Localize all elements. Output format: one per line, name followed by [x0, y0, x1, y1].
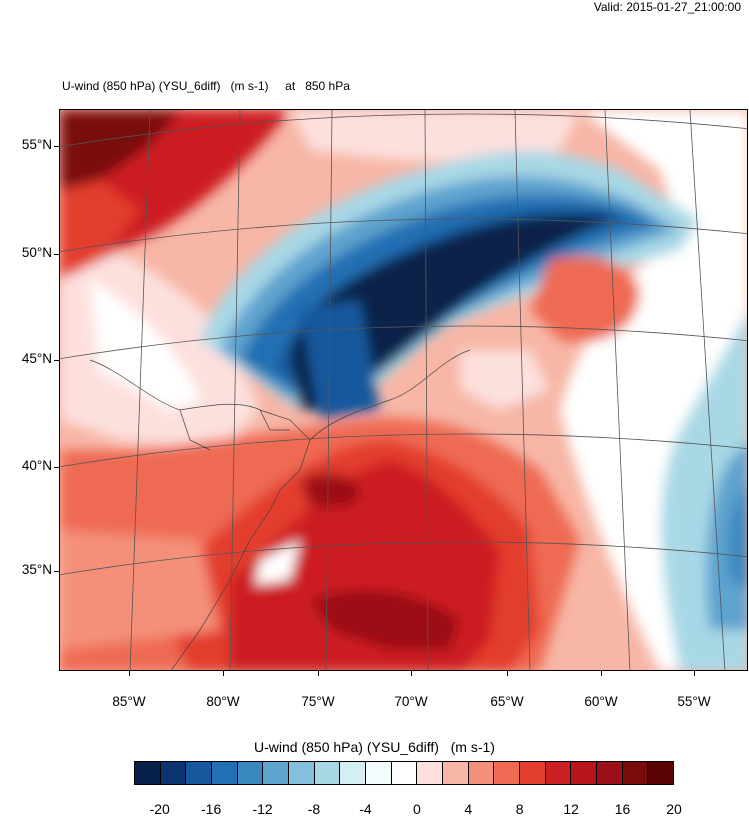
- lat-label-35: 35°N: [21, 562, 52, 577]
- colorbar-swatch: [571, 762, 598, 784]
- plot-title: U-wind (850 hPa) (YSU_6diff) (m s-1) at …: [62, 79, 350, 93]
- lon-tick: [318, 671, 319, 676]
- colorbar-swatch: [443, 762, 469, 784]
- lat-label-45: 45°N: [21, 351, 52, 366]
- colorbar-swatch: [366, 762, 392, 784]
- colorbar-label: 8: [515, 801, 524, 817]
- colorbar-label: -8: [307, 801, 321, 817]
- colorbar-swatch: [468, 762, 495, 784]
- colorbar-swatch: [597, 762, 623, 784]
- lat-tick: [54, 254, 59, 255]
- colorbar-swatch: [135, 762, 161, 784]
- colorbar-label: -12: [252, 801, 273, 817]
- valid-time: Valid: 2015-01-27_21:00:00: [593, 0, 741, 14]
- lat-label-55: 55°N: [21, 137, 52, 152]
- colorbar-swatch: [545, 762, 572, 784]
- lon-label-60: 60°W: [584, 694, 618, 709]
- colorbar-swatch: [494, 762, 521, 784]
- lon-tick: [694, 671, 695, 676]
- lon-label-65: 65°W: [490, 694, 524, 709]
- lon-tick: [129, 671, 130, 676]
- colorbar-swatch: [648, 762, 674, 784]
- colorbar-label: 12: [563, 801, 579, 817]
- colorbar-swatch: [520, 762, 546, 784]
- colorbar-label: 0: [412, 801, 421, 817]
- graticule: [60, 110, 747, 670]
- lat-label-50: 50°N: [21, 245, 52, 260]
- colorbar-title: U-wind (850 hPa) (YSU_6diff) (m s-1): [254, 739, 495, 755]
- colorbar-swatch: [289, 762, 315, 784]
- lat-tick: [54, 360, 59, 361]
- lat-tick: [54, 571, 59, 572]
- lon-label-80: 80°W: [206, 694, 240, 709]
- colorbar-swatch: [237, 762, 264, 784]
- lon-tick: [601, 671, 602, 676]
- colorbar-label: 16: [614, 801, 631, 817]
- lon-tick: [223, 671, 224, 676]
- lat-label-40: 40°N: [21, 458, 52, 473]
- wind-field-map: [60, 110, 747, 670]
- lat-tick: [54, 467, 59, 468]
- colorbar-label: -20: [149, 801, 170, 817]
- lon-label-55: 55°W: [677, 694, 711, 709]
- colorbar-swatch: [160, 762, 187, 784]
- colorbar-swatch: [186, 762, 213, 784]
- colorbar-swatch: [622, 762, 649, 784]
- colorbar-label: -16: [201, 801, 222, 817]
- coastlines: [89, 349, 471, 670]
- colorbar-label: 4: [464, 801, 473, 817]
- colorbar-swatch: [263, 762, 290, 784]
- lon-label-75: 75°W: [301, 694, 335, 709]
- lat-tick: [54, 146, 59, 147]
- colorbar: [134, 761, 674, 785]
- colorbar-swatch: [314, 762, 341, 784]
- lon-label-70: 70°W: [394, 694, 428, 709]
- colorbar-swatch: [340, 762, 367, 784]
- colorbar-swatch: [417, 762, 444, 784]
- lon-tick: [507, 671, 508, 676]
- lon-label-85: 85°W: [112, 694, 146, 709]
- colorbar-swatch: [212, 762, 238, 784]
- colorbar-label: -4: [359, 801, 372, 817]
- colorbar-label: 20: [666, 801, 682, 817]
- map-panel: [59, 109, 748, 671]
- lon-tick: [411, 671, 412, 676]
- colorbar-swatch: [391, 762, 418, 784]
